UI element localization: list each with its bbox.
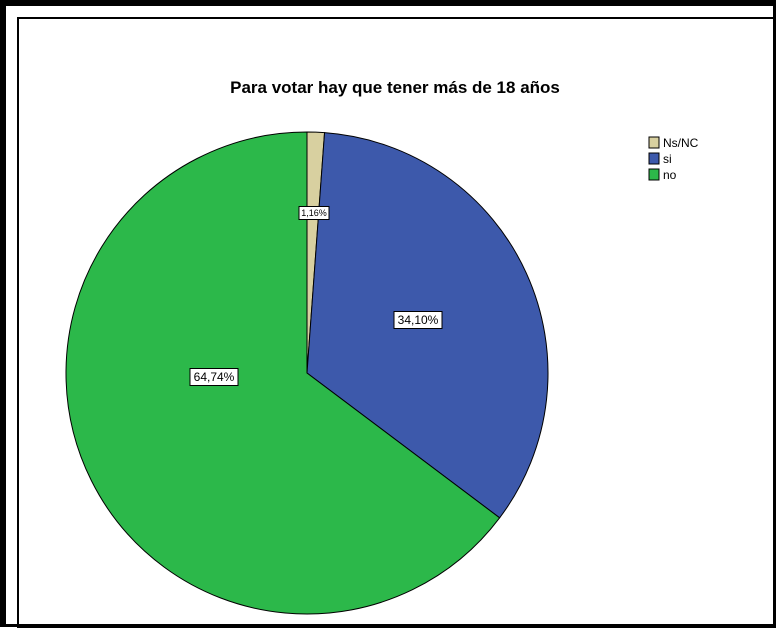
- pie-slices: [65, 131, 549, 615]
- legend-label: no: [663, 168, 677, 182]
- legend-swatch: [648, 168, 660, 181]
- data-label-ns-nc: 1,16%: [298, 206, 330, 220]
- chart-legend: Ns/NC si no: [648, 136, 699, 182]
- legend-label: Ns/NC: [663, 136, 699, 150]
- svg-text:1,16%: 1,16%: [301, 208, 327, 218]
- chart-title: Para votar hay que tener más de 18 años: [230, 78, 560, 97]
- svg-text:64,74%: 64,74%: [194, 370, 235, 384]
- legend-item-ns-nc: Ns/NC: [648, 136, 699, 150]
- data-label-si: 34,10%: [393, 311, 443, 329]
- legend-item-si: si: [648, 152, 672, 166]
- data-label-no: 64,74%: [189, 368, 239, 386]
- legend-item-no: no: [648, 168, 677, 182]
- pie-slice-no: [65, 131, 501, 615]
- legend-label: si: [663, 152, 672, 166]
- legend-swatch: [648, 136, 660, 149]
- legend-swatch: [648, 152, 660, 165]
- svg-text:34,10%: 34,10%: [398, 313, 439, 327]
- pie-data-labels: 1,16% 34,10% 64,74%: [189, 206, 443, 386]
